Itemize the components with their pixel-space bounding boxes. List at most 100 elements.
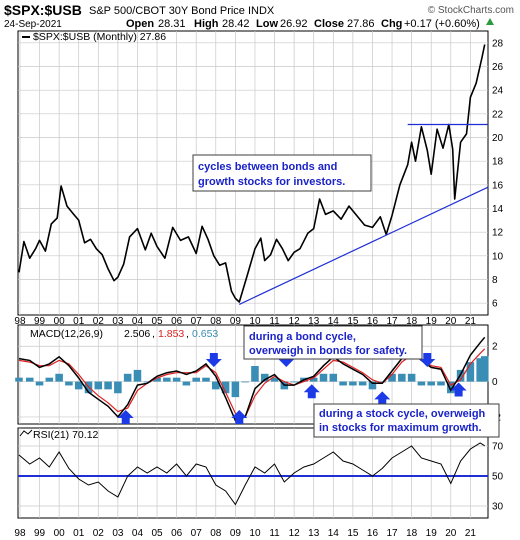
x-tick-label: 14 [328,528,340,539]
x-tick-label-top: 02 [93,316,105,327]
macd-histogram-bar [407,373,416,382]
x-tick-label-top: 16 [367,316,379,327]
price-legend: $SPX:$USB (Monthly) 27.86 [22,31,166,43]
x-tick-label-top: 03 [112,316,124,327]
macd-legend-value-hist: 0.653 [192,328,218,340]
macd-histogram-bar [133,369,142,382]
y-tick-label-price: 18 [492,157,504,168]
ann-stock-line: in stocks for maximum growth. [319,422,482,434]
open-value: 28.31 [158,18,186,30]
price-series-line [18,44,486,303]
annotation-stock-cycle: during a stock cycle, overweigh in stocks… [313,403,500,438]
macd-histogram-bar [231,381,240,398]
x-tick-label-top: 07 [191,316,203,327]
macd-histogram-bar [368,381,377,390]
down-arrow-icon [205,353,222,367]
y-tick-label-rsi: 70 [492,442,504,453]
up-arrow-icon [303,384,320,399]
chg-value: +0.17 (+0.60%) [404,18,480,30]
x-tick-label: 12 [289,528,301,539]
macd-histogram-bar [163,377,171,382]
x-tick-label: 06 [171,528,183,539]
x-tick-label: 09 [230,528,242,539]
macd-histogram-bar [349,381,357,386]
macd-histogram-bar [104,381,112,390]
macd-histogram-bar [114,381,122,394]
macd-histogram-bar [480,356,489,382]
macd-histogram-bar [123,373,132,382]
x-tick-label-top: 19 [426,316,438,327]
macd-histogram-bar [270,377,279,382]
x-tick-label: 16 [367,528,379,539]
macd-legend: MACD(12,26,9) 2.506 , 1.853 , 0.653 [30,328,218,340]
macd-histogram-bar [319,373,328,382]
x-tick-label-top: 14 [328,316,340,327]
x-tick-label: 13 [308,528,320,539]
macd-histogram-bar [192,377,200,382]
rsi-legend-label: RSI(21) 70.12 [33,429,99,441]
high-label: High [194,18,219,30]
macd-histogram-bar [260,373,269,382]
macd-histogram-bar [25,377,34,382]
rsi-panel [17,427,489,519]
macd-histogram-bar [378,381,387,383]
x-tick-label-top: 12 [289,316,301,327]
x-tick-label-top: 09 [230,316,242,327]
macd-histogram-bar [427,381,435,386]
macd-histogram-bar [398,373,406,382]
x-tick-label: 19 [426,528,438,539]
macd-histogram-bar [437,381,445,386]
macd-histogram-bar [476,358,484,382]
up-arrow-icon [374,391,391,406]
x-tick-label: 98 [14,528,26,539]
up-arrow-icon [231,410,248,424]
x-tick-label-top: 99 [34,316,46,327]
y-tick-label-price: 28 [492,38,504,49]
x-tick-label-top: 21 [465,316,477,327]
x-tick-label-top: 17 [386,316,398,327]
macd-legend-sep-1: , [152,328,155,340]
macd-histogram-bar [221,381,230,394]
y-tick-label-price: 10 [492,251,504,262]
x-tick-label: 11 [269,528,280,539]
y-tick-label-price: 26 [492,62,504,73]
x-tick-label-top: 10 [249,316,261,327]
chg-up-icon [486,18,494,25]
annotation-bond-cycle: during a bond cycle, overweigh in bonds f… [243,325,423,360]
x-tick-label-top: 15 [347,316,359,327]
x-tick-label: 00 [54,528,66,539]
macd-histogram-bar [153,377,161,382]
x-tick-label-top: 06 [171,316,183,327]
y-tick-label-price: 16 [492,180,504,191]
trend-support-line [239,186,489,305]
open-label: Open [126,18,154,30]
y-tick-label-price: 20 [492,133,504,144]
macd-histogram-bar [35,381,44,386]
x-tick-label: 21 [465,528,477,539]
macd-histogram-bar [172,377,181,382]
macd-histogram-bar [339,381,347,386]
x-tick-label: 18 [406,528,418,539]
x-tick-label: 15 [347,528,359,539]
macd-histogram-bar [182,381,191,386]
macd-histogram-bar [45,377,54,382]
macd-histogram-bar [15,377,23,382]
x-tick-label: 99 [34,528,46,539]
x-tick-label: 03 [112,528,124,539]
y-tick-label-rsi: 30 [492,502,504,513]
macd-histogram-bar [466,362,475,382]
macd-legend-value-macd: 2.506 [124,328,150,340]
x-tick-label: 05 [151,528,163,539]
x-tick-label: 08 [210,528,222,539]
macd-legend-sep-2: , [186,328,189,340]
ann-cycles-line: growth stocks for investors. [198,176,345,188]
rsi-line [18,442,485,506]
price-panel [17,30,489,316]
x-tick-label-top: 11 [269,316,280,327]
macd-histogram-bar [65,381,73,386]
macd-histogram-bar [143,381,152,383]
close-label: Close [314,18,344,30]
date-label: 24-Sep-2021 [4,19,62,30]
